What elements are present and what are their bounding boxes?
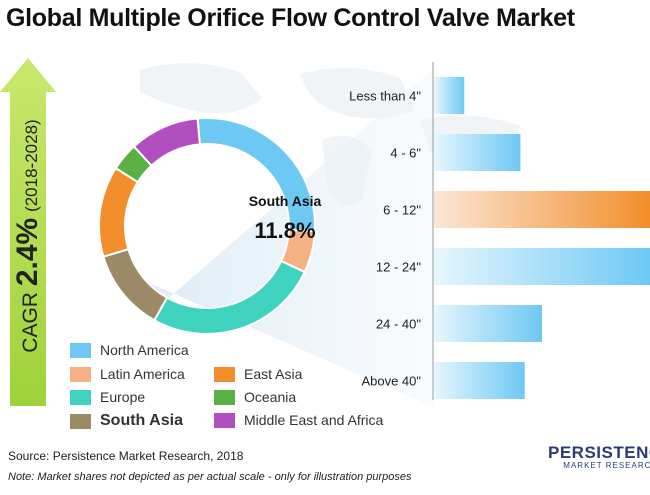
legend-swatch [70,413,91,429]
legend-label: North America [100,342,189,358]
legend-item-south-asia: South Asia [70,412,183,430]
cagr-arrow [0,58,56,406]
bar-label-12-24: 12 - 24" [376,260,421,275]
logo-line-2: MARKET RESEARCH [563,461,650,470]
legend-swatch [70,389,91,405]
legend: North America Latin America Europe South… [70,342,430,434]
bar-label-above-40: Above 40" [361,374,421,389]
legend-swatch [70,366,91,382]
legend-swatch [70,342,91,358]
highlight-region-value: 11.8% [254,218,315,243]
legend-item-east-asia: East Asia [214,366,302,382]
donut-slice-middle-east-and-africa [132,117,201,168]
highlight-region-label: South Asia [249,193,322,209]
bar-label-4-6: 4 - 6" [390,146,421,161]
legend-label: Oceania [244,389,297,405]
chart-title: Global Multiple Orifice Flow Control Val… [6,4,575,32]
bar-12-24 [434,248,650,285]
chart-connector-beam [105,69,433,407]
persistence-logo: PERSISTENCE MARKET RESEARCH [548,443,650,470]
legend-swatch [214,389,235,405]
legend-label: Latin America [100,366,185,382]
legend-label: Middle East and Africa [244,412,384,428]
donut-labels: South Asia 11.8% [249,193,322,243]
legend-label: Europe [100,389,146,405]
bar-chart: Less than 4" 4 - 6" 6 - 12" 12 - 24" 24 - 40… [349,62,650,400]
legend-item-oceania: Oceania [214,389,296,405]
donut-chart [98,117,316,335]
bar-label-6-12: 6 - 12" [383,203,421,218]
legend-label: South Asia [100,412,183,429]
bar-above-40 [434,362,525,399]
note-text: Note: Market shares not depicted as per … [8,471,412,483]
legend-swatch [214,412,235,428]
donut-slice-east-asia [98,166,140,258]
legend-swatch [214,366,235,382]
legend-item-europe: Europe [70,389,145,405]
legend-item-latin-america: Latin America [70,366,185,382]
donut-slice-south-asia [102,247,169,322]
source-text: Source: Persistence Market Research, 201… [8,449,244,463]
legend-label: East Asia [244,366,303,382]
bar-24-40 [434,305,542,342]
bar-label-24-40: 24 - 40" [376,317,421,332]
bar-6-12 [434,191,650,228]
donut-slice-north-america [196,117,316,233]
logo-line-1: PERSISTENCE [548,443,650,462]
connector-beam-shape [105,69,433,407]
bar-label-less-than-4: Less than 4" [349,89,421,104]
legend-item-north-america: North America [70,342,189,358]
bar-4-6 [434,134,521,171]
legend-item-middle-east-africa: Middle East and Africa [214,412,383,428]
bar-less-than-4 [434,77,465,114]
